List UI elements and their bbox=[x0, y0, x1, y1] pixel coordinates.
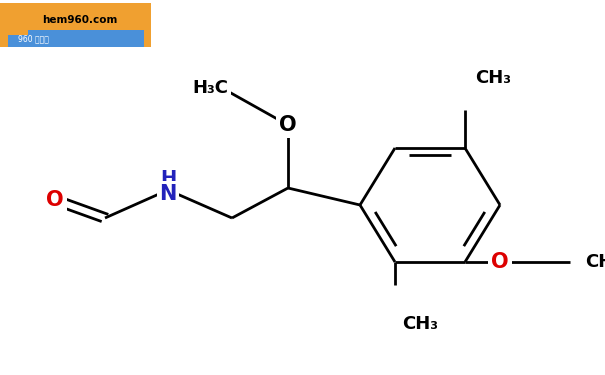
Text: CH₃: CH₃ bbox=[585, 253, 605, 271]
Text: O: O bbox=[491, 252, 509, 272]
Text: H: H bbox=[160, 169, 176, 188]
Text: O: O bbox=[46, 190, 64, 210]
Text: H₃C: H₃C bbox=[192, 79, 228, 97]
Text: N: N bbox=[159, 184, 177, 204]
Text: CH₃: CH₃ bbox=[402, 315, 438, 333]
Text: CH₃: CH₃ bbox=[475, 69, 511, 87]
Text: O: O bbox=[279, 115, 297, 135]
